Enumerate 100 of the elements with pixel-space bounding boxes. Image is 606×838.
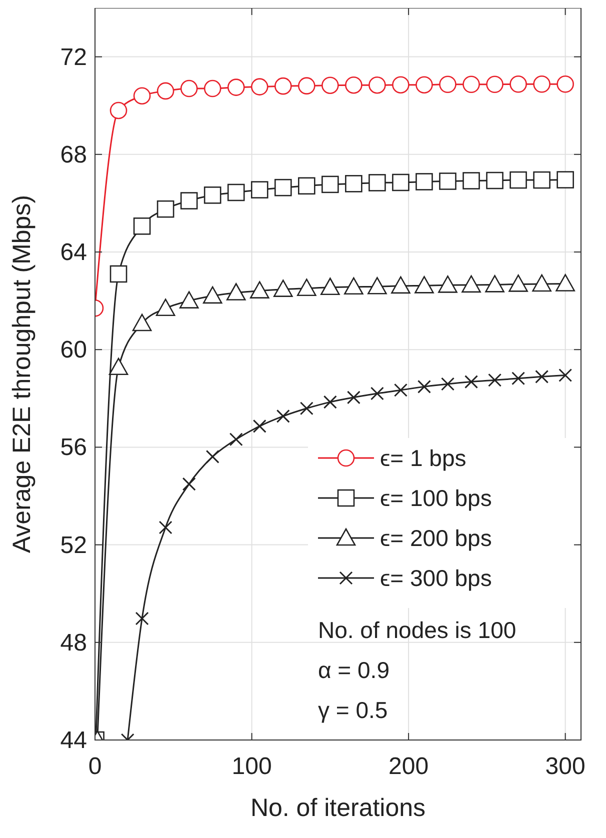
point: [180, 80, 198, 98]
point: [323, 395, 337, 409]
point: [204, 80, 222, 98]
point: [273, 280, 293, 297]
point: [556, 171, 574, 188]
y-tick-label: 48: [60, 629, 87, 656]
point: [298, 77, 316, 94]
point: [345, 76, 362, 94]
annotation: α = 0.9: [318, 657, 390, 683]
x-axis-title: No. of iterations: [250, 794, 426, 822]
point: [156, 298, 176, 316]
point: [392, 174, 410, 192]
point: [462, 76, 480, 94]
legend-label: ϵ= 100 bps: [380, 485, 492, 511]
point: [370, 386, 384, 400]
point: [206, 450, 220, 464]
point: [414, 276, 434, 294]
legend-label: ϵ= 300 bps: [380, 565, 492, 591]
point: [508, 274, 528, 292]
point: [182, 477, 196, 491]
x-tick-label: 300: [545, 753, 586, 780]
point: [438, 276, 458, 293]
point: [274, 178, 292, 196]
point: [417, 380, 431, 394]
point: [392, 76, 410, 94]
point: [156, 200, 174, 218]
x-tick-label: 100: [232, 753, 272, 780]
point: [133, 217, 151, 235]
point: [179, 291, 199, 308]
point: [252, 419, 266, 433]
point: [345, 175, 362, 192]
point: [296, 278, 316, 296]
point: [556, 75, 574, 93]
point: [512, 372, 526, 386]
point: [486, 172, 504, 190]
y-tick-label: 68: [60, 141, 87, 168]
y-tick-label: 56: [60, 434, 87, 462]
point: [108, 358, 128, 376]
point: [510, 75, 527, 93]
point: [202, 286, 222, 304]
point: [156, 82, 174, 100]
point: [556, 274, 575, 292]
point: [227, 184, 245, 202]
point: [276, 409, 290, 423]
point: [510, 171, 527, 189]
point: [439, 172, 456, 190]
point: [229, 432, 243, 446]
legend-label: ϵ= 1 bps: [380, 445, 466, 471]
point: [485, 275, 504, 292]
point: [300, 402, 314, 416]
point: [394, 383, 408, 397]
y-tick-label: 72: [60, 44, 87, 71]
point: [462, 275, 481, 293]
point: [250, 78, 268, 96]
point: [533, 171, 550, 189]
point: [464, 375, 478, 389]
point: [110, 265, 128, 283]
y-tick-label: 60: [60, 336, 87, 364]
point: [346, 390, 360, 404]
point: [416, 173, 433, 190]
point: [227, 78, 245, 96]
point: [250, 281, 270, 298]
point: [462, 172, 480, 190]
point: [226, 283, 246, 300]
point: [488, 373, 502, 387]
point: [158, 520, 172, 534]
legend-label: ϵ= 200 bps: [380, 525, 492, 551]
x-tick-label: 200: [388, 753, 429, 780]
point: [135, 612, 149, 626]
point: [180, 192, 198, 210]
point: [440, 377, 454, 391]
point: [250, 181, 268, 198]
point: [298, 177, 316, 195]
x-tick-label: 0: [88, 753, 102, 780]
y-tick-label: 64: [60, 239, 87, 266]
point: [533, 75, 550, 93]
point: [132, 314, 152, 332]
point: [558, 368, 572, 382]
y-tick-label: 52: [60, 532, 87, 559]
point: [391, 276, 410, 294]
annotation: No. of nodes is 100: [318, 617, 516, 643]
point: [322, 176, 339, 194]
point: [110, 102, 128, 120]
point: [204, 186, 222, 204]
point: [274, 77, 292, 95]
point: [368, 277, 387, 294]
point: [368, 76, 386, 94]
point: [532, 274, 552, 292]
point: [439, 76, 456, 94]
point: [322, 76, 339, 94]
y-tick-label: 44: [60, 727, 87, 754]
point: [535, 370, 549, 384]
point: [486, 76, 504, 94]
point: [416, 76, 433, 94]
point: [133, 87, 151, 104]
point: [320, 278, 340, 296]
point: [368, 174, 386, 192]
annotation: γ = 0.5: [318, 697, 388, 723]
y-axis-title: Average E2E throughput (Mbps): [8, 194, 36, 554]
point: [344, 277, 364, 295]
